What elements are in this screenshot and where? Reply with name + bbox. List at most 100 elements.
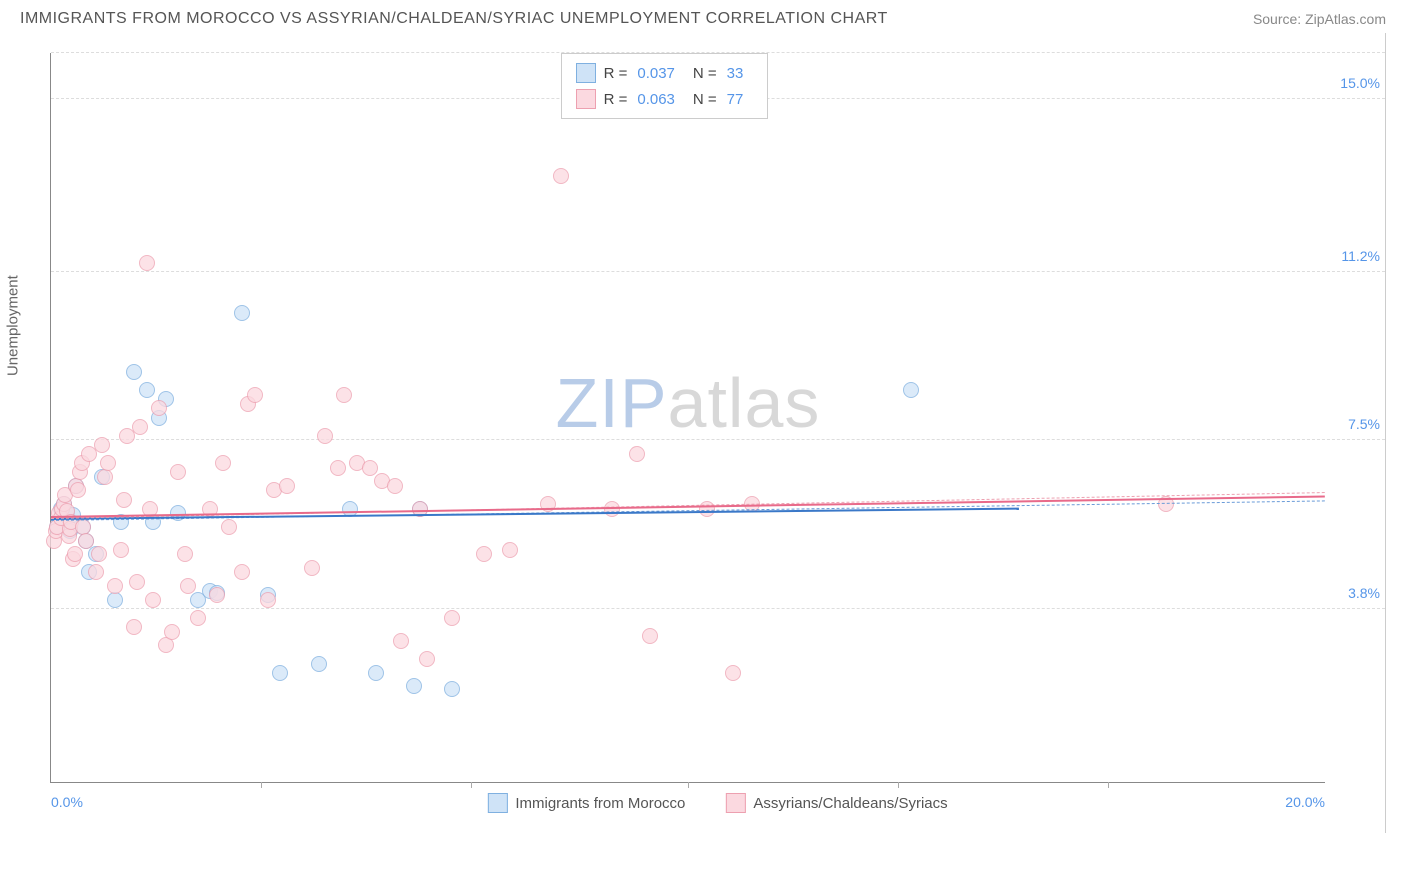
data-point-morocco: [406, 678, 422, 694]
data-point-morocco: [368, 665, 384, 681]
data-point-assyrian: [444, 610, 460, 626]
data-point-morocco: [444, 681, 460, 697]
x-tick-mark: [261, 782, 262, 788]
legend-n-value: 33: [727, 65, 744, 82]
data-point-assyrian: [145, 592, 161, 608]
data-point-assyrian: [67, 546, 83, 562]
data-point-assyrian: [476, 546, 492, 562]
data-point-assyrian: [387, 478, 403, 494]
legend-swatch: [576, 63, 596, 83]
data-point-assyrian: [132, 419, 148, 435]
data-point-assyrian: [260, 592, 276, 608]
data-point-assyrian: [94, 437, 110, 453]
data-point-assyrian: [725, 665, 741, 681]
y-tick-label: 7.5%: [1348, 416, 1380, 432]
x-tick-mark: [1108, 782, 1109, 788]
data-point-assyrian: [126, 619, 142, 635]
legend-stats-row-morocco: R = 0.037 N = 33: [576, 60, 754, 86]
data-point-assyrian: [88, 564, 104, 580]
data-point-assyrian: [279, 478, 295, 494]
data-point-assyrian: [151, 400, 167, 416]
data-point-assyrian: [177, 546, 193, 562]
x-tick-mark: [471, 782, 472, 788]
legend-n-label: N =: [693, 65, 717, 82]
data-point-morocco: [903, 382, 919, 398]
y-tick-label: 3.8%: [1348, 585, 1380, 601]
data-point-assyrian: [91, 546, 107, 562]
watermark-zip: ZIP: [556, 364, 668, 442]
data-point-assyrian: [629, 446, 645, 462]
data-point-assyrian: [247, 387, 263, 403]
watermark-atlas: atlas: [668, 364, 821, 442]
legend-series-item-assyrian: Assyrians/Chaldeans/Syriacs: [725, 793, 947, 813]
legend-swatch: [487, 793, 507, 813]
data-point-assyrian: [78, 533, 94, 549]
x-tick-mark: [898, 782, 899, 788]
data-point-assyrian: [170, 464, 186, 480]
x-tick-label: 0.0%: [51, 794, 83, 810]
data-point-assyrian: [362, 460, 378, 476]
plot-area: ZIPatlas R =0.037N =33R =0.063N =77 Unem…: [50, 53, 1325, 783]
data-point-assyrian: [393, 633, 409, 649]
data-point-morocco: [234, 305, 250, 321]
data-point-morocco: [272, 665, 288, 681]
data-point-assyrian: [699, 501, 715, 517]
data-point-assyrian: [419, 651, 435, 667]
legend-stats: R = 0.037 N = 33 R = 0.063 N = 77: [561, 53, 769, 119]
chart-container: ZIPatlas R =0.037N =33R =0.063N =77 Unem…: [50, 33, 1386, 833]
data-point-morocco: [311, 656, 327, 672]
legend-series-label: Assyrians/Chaldeans/Syriacs: [753, 795, 947, 812]
legend-r-value: 0.063: [637, 91, 675, 108]
data-point-assyrian: [642, 628, 658, 644]
legend-swatch: [576, 89, 596, 109]
watermark: ZIPatlas: [556, 363, 821, 443]
data-point-assyrian: [164, 624, 180, 640]
data-point-morocco: [139, 382, 155, 398]
trend-line: [51, 495, 1325, 518]
chart-source: Source: ZipAtlas.com: [1253, 11, 1386, 27]
data-point-assyrian: [215, 455, 231, 471]
data-point-morocco: [126, 364, 142, 380]
data-point-assyrian: [209, 587, 225, 603]
data-point-assyrian: [336, 387, 352, 403]
y-tick-label: 15.0%: [1340, 75, 1380, 91]
data-point-assyrian: [70, 482, 86, 498]
data-point-assyrian: [97, 469, 113, 485]
data-point-assyrian: [116, 492, 132, 508]
legend-series-item-morocco: Immigrants from Morocco: [487, 793, 685, 813]
legend-swatch: [725, 793, 745, 813]
data-point-assyrian: [304, 560, 320, 576]
data-point-assyrian: [129, 574, 145, 590]
gridline: [51, 608, 1385, 609]
data-point-assyrian: [221, 519, 237, 535]
data-point-assyrian: [234, 564, 250, 580]
chart-header: IMMIGRANTS FROM MOROCCO VS ASSYRIAN/CHAL…: [0, 0, 1406, 33]
y-tick-label: 11.2%: [1341, 248, 1380, 264]
data-point-assyrian: [113, 542, 129, 558]
data-point-assyrian: [502, 542, 518, 558]
legend-r-label: R =: [604, 65, 628, 82]
gridline: [51, 439, 1385, 440]
data-point-assyrian: [100, 455, 116, 471]
legend-r-value: 0.037: [637, 65, 675, 82]
data-point-morocco: [107, 592, 123, 608]
data-point-assyrian: [330, 460, 346, 476]
x-tick-mark: [688, 782, 689, 788]
legend-n-label: N =: [693, 91, 717, 108]
chart-title: IMMIGRANTS FROM MOROCCO VS ASSYRIAN/CHAL…: [20, 10, 888, 28]
data-point-assyrian: [190, 610, 206, 626]
x-tick-label: 20.0%: [1285, 794, 1325, 810]
legend-n-value: 77: [727, 91, 744, 108]
data-point-assyrian: [180, 578, 196, 594]
gridline: [51, 271, 1385, 272]
data-point-assyrian: [553, 168, 569, 184]
data-point-assyrian: [139, 255, 155, 271]
legend-series: Immigrants from Morocco Assyrians/Chaldea…: [487, 793, 947, 813]
legend-stats-row-assyrian: R = 0.063 N = 77: [576, 86, 754, 112]
data-point-assyrian: [317, 428, 333, 444]
legend-series-label: Immigrants from Morocco: [515, 795, 685, 812]
data-point-assyrian: [107, 578, 123, 594]
legend-r-label: R =: [604, 91, 628, 108]
y-axis-label: Unemployment: [5, 275, 22, 376]
data-point-assyrian: [158, 637, 174, 653]
